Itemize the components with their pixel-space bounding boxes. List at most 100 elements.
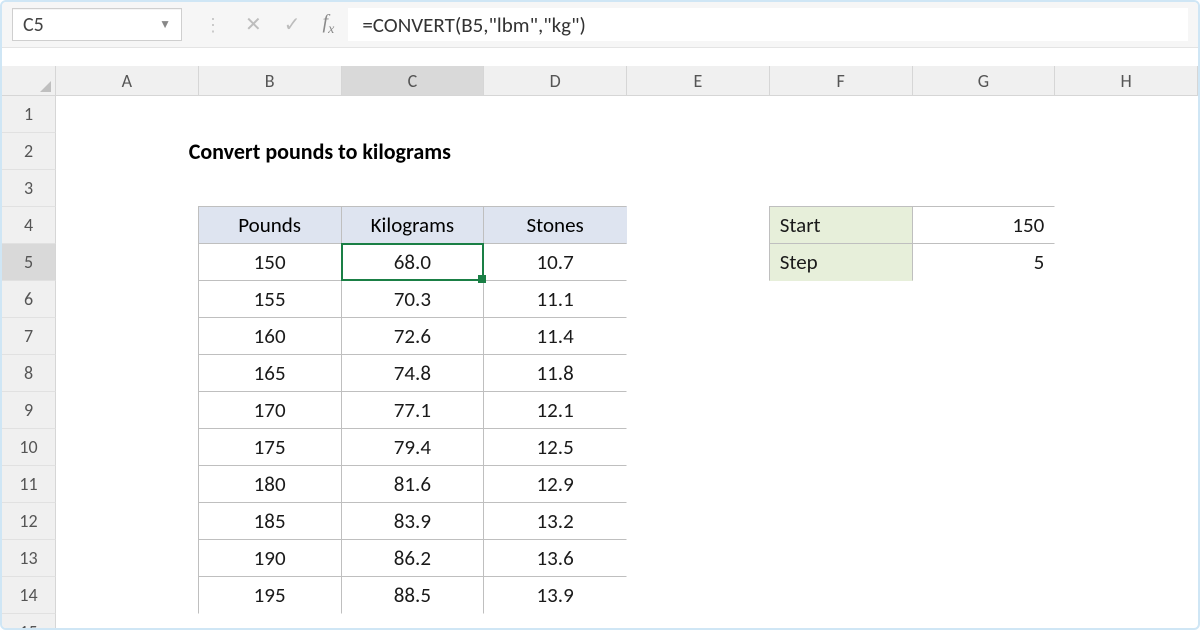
cell[interactable] (1055, 392, 1198, 429)
cell[interactable] (770, 355, 913, 392)
cell[interactable] (913, 614, 1056, 628)
param-key[interactable]: Start (769, 206, 913, 244)
cell[interactable] (484, 614, 627, 628)
cell[interactable] (770, 318, 913, 355)
cell[interactable] (770, 281, 913, 318)
cell[interactable] (770, 577, 913, 614)
table-cell[interactable]: 13.9 (483, 576, 627, 614)
cell[interactable] (627, 614, 770, 628)
cell[interactable] (1055, 466, 1198, 503)
cell[interactable] (342, 614, 485, 628)
cell[interactable] (913, 170, 1056, 207)
cell[interactable] (56, 355, 199, 392)
col-header-E[interactable]: E (627, 66, 770, 95)
cell[interactable] (913, 503, 1056, 540)
col-header-G[interactable]: G (913, 66, 1056, 95)
param-value[interactable]: 5 (912, 243, 1056, 281)
table-cell[interactable]: 70.3 (341, 280, 485, 318)
cell[interactable] (1055, 429, 1198, 466)
cell[interactable] (627, 96, 770, 133)
row-header-12[interactable]: 12 (2, 503, 56, 540)
cell[interactable] (56, 170, 199, 207)
row-header-10[interactable]: 10 (2, 429, 56, 466)
cell[interactable] (56, 207, 199, 244)
row-header-15[interactable]: 15 (2, 614, 56, 628)
cell[interactable] (770, 503, 913, 540)
cell[interactable] (56, 429, 199, 466)
cell[interactable] (627, 392, 770, 429)
col-header-F[interactable]: F (770, 66, 913, 95)
row-header-14[interactable]: 14 (2, 577, 56, 614)
cell[interactable] (627, 503, 770, 540)
cell[interactable] (627, 540, 770, 577)
cell[interactable] (1075, 133, 1198, 170)
table-cell[interactable]: 12.1 (483, 391, 627, 429)
table-header[interactable]: Stones (483, 206, 627, 244)
table-cell[interactable]: 74.8 (341, 354, 485, 392)
table-cell[interactable]: 185 (198, 502, 342, 540)
table-cell[interactable]: 180 (198, 465, 342, 503)
cell[interactable] (627, 429, 770, 466)
cell[interactable] (770, 392, 913, 429)
table-cell[interactable]: 150 (198, 243, 342, 281)
table-cell[interactable]: 170 (198, 391, 342, 429)
cell[interactable] (342, 170, 485, 207)
cell[interactable] (56, 318, 199, 355)
cell[interactable] (484, 170, 627, 207)
cell[interactable] (913, 392, 1056, 429)
row-header-6[interactable]: 6 (2, 281, 56, 318)
cell[interactable] (627, 281, 770, 318)
cell[interactable] (56, 281, 199, 318)
row-header-5[interactable]: 5 (2, 244, 56, 281)
table-header[interactable]: Pounds (198, 206, 342, 244)
column-headers[interactable]: ABCDEFGH (2, 66, 1198, 96)
cell[interactable] (1055, 540, 1198, 577)
cell[interactable] (1055, 318, 1198, 355)
cells-area[interactable]: 12Convert pounds to kilograms34PoundsKil… (2, 96, 1198, 628)
cell[interactable] (913, 281, 1056, 318)
table-cell[interactable]: 83.9 (341, 502, 485, 540)
table-cell[interactable]: 13.6 (483, 539, 627, 577)
table-cell[interactable]: 81.6 (341, 465, 485, 503)
chevron-down-icon[interactable]: ▼ (159, 17, 171, 32)
cell[interactable] (56, 577, 199, 614)
table-cell[interactable]: 68.0 (341, 243, 485, 281)
cell[interactable] (56, 614, 199, 628)
table-cell[interactable]: 11.4 (483, 317, 627, 355)
row-header-3[interactable]: 3 (2, 170, 56, 207)
table-cell[interactable]: 175 (198, 428, 342, 466)
param-key[interactable]: Step (769, 243, 913, 281)
table-cell[interactable]: 72.6 (341, 317, 485, 355)
cell[interactable] (56, 466, 199, 503)
cell[interactable] (462, 133, 585, 170)
cell[interactable] (913, 355, 1056, 392)
table-cell[interactable]: 79.4 (341, 428, 485, 466)
col-header-C[interactable]: C (342, 66, 485, 95)
row-header-9[interactable]: 9 (2, 392, 56, 429)
col-header-A[interactable]: A (56, 66, 199, 95)
table-cell[interactable]: 195 (198, 576, 342, 614)
cell[interactable] (1055, 577, 1198, 614)
cell[interactable] (56, 244, 199, 281)
cell[interactable] (56, 133, 179, 170)
col-header-H[interactable]: H (1055, 66, 1198, 95)
row-header-4[interactable]: 4 (2, 207, 56, 244)
cell[interactable] (770, 96, 913, 133)
row-header-7[interactable]: 7 (2, 318, 56, 355)
cell[interactable] (627, 170, 770, 207)
table-cell[interactable]: 13.2 (483, 502, 627, 540)
col-header-B[interactable]: B (199, 66, 342, 95)
table-cell[interactable]: 160 (198, 317, 342, 355)
cell[interactable] (770, 614, 913, 628)
cell[interactable] (1055, 355, 1198, 392)
cell[interactable] (770, 170, 913, 207)
table-cell[interactable]: 11.8 (483, 354, 627, 392)
cancel-icon[interactable]: ✕ (245, 12, 262, 37)
row-header-1[interactable]: 1 (2, 96, 56, 133)
cell[interactable] (484, 96, 627, 133)
cell[interactable] (1055, 244, 1198, 281)
cell[interactable] (585, 133, 708, 170)
worksheet-grid[interactable]: ABCDEFGH 12Convert pounds to kilograms34… (2, 66, 1198, 628)
cell[interactable] (56, 392, 199, 429)
cell[interactable] (199, 614, 342, 628)
